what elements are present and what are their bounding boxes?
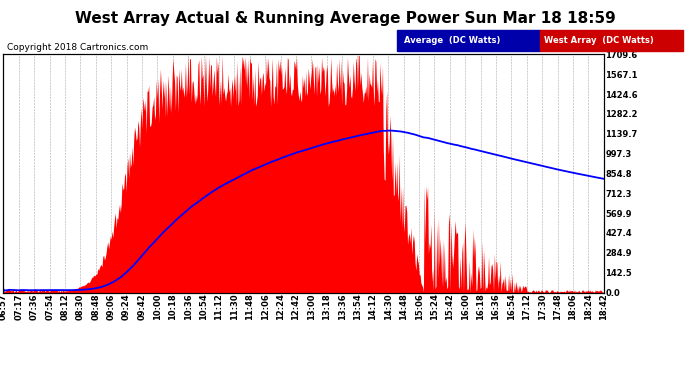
Text: Average  (DC Watts): Average (DC Watts) [404, 36, 500, 45]
Text: West Array Actual & Running Average Power Sun Mar 18 18:59: West Array Actual & Running Average Powe… [75, 11, 615, 26]
Text: West Array  (DC Watts): West Array (DC Watts) [544, 36, 654, 45]
Bar [540, 30, 683, 51]
Text: Copyright 2018 Cartronics.com: Copyright 2018 Cartronics.com [7, 43, 148, 52]
Bar [397, 30, 540, 51]
